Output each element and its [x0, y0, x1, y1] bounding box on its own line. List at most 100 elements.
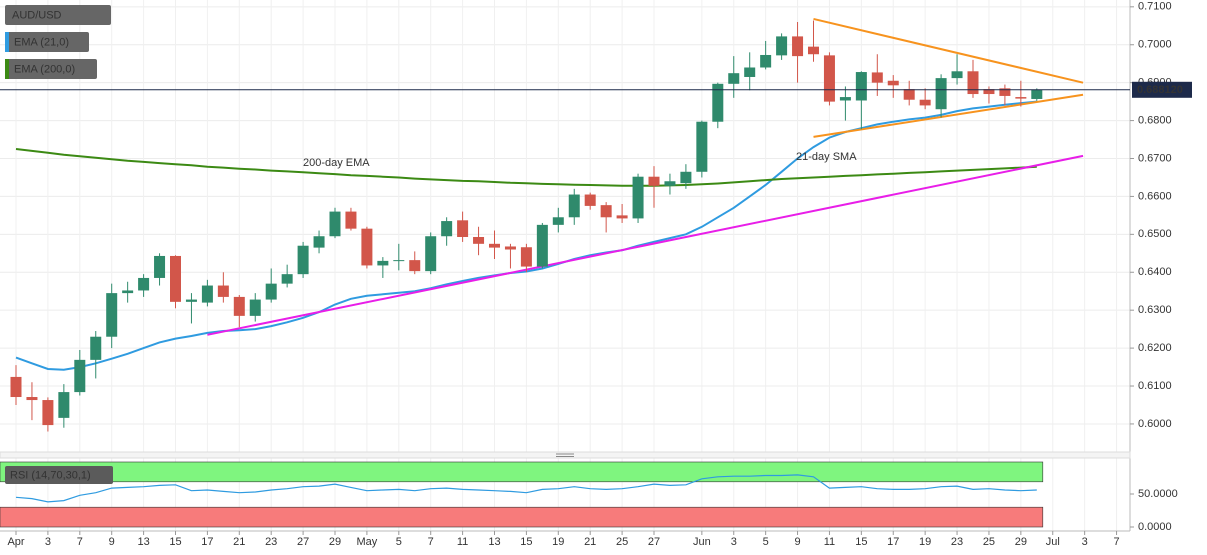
x-tick-label: 15	[169, 536, 181, 548]
candle-body	[584, 194, 596, 206]
candle-body	[983, 89, 995, 95]
panel-divider	[0, 451, 1131, 459]
candle-body	[138, 277, 150, 291]
x-tick-label: 25	[616, 536, 628, 548]
candle-body	[504, 246, 516, 250]
candle-body	[393, 260, 405, 262]
y-tick-label: 0.6300	[1138, 304, 1172, 316]
candle-body	[489, 243, 500, 248]
y-tick-label: 0.6600	[1138, 190, 1172, 202]
candle-body	[919, 99, 931, 106]
rsi-line	[15, 474, 1037, 503]
candle-body	[329, 211, 341, 237]
annotation: 21-day SMA	[796, 151, 857, 163]
indicator-line	[15, 148, 1037, 187]
candle-body	[935, 78, 947, 110]
y-tick-label: 0.6500	[1138, 228, 1172, 240]
candle-body	[664, 181, 676, 186]
candle-body	[536, 224, 548, 267]
x-tick-label: 7	[77, 536, 83, 548]
candle-body	[249, 299, 261, 316]
candle-body	[808, 46, 819, 55]
candle-body	[871, 72, 883, 83]
candle-body	[967, 71, 979, 95]
x-tick-label: 5	[396, 536, 402, 548]
x-tick-label: 29	[329, 536, 341, 548]
candle-body	[154, 255, 166, 278]
legend-box	[5, 32, 89, 52]
candle-body	[297, 245, 309, 275]
x-tick-label: 23	[951, 536, 963, 548]
x-tick-label: 5	[763, 536, 769, 548]
candle-body	[728, 73, 740, 84]
x-tick-label: Jul	[1046, 536, 1060, 548]
legend-swatch	[5, 32, 9, 52]
x-tick-label: Jun	[693, 536, 711, 548]
candle-body	[425, 236, 437, 272]
x-tick-label: 9	[109, 536, 115, 548]
x-tick-label: 13	[488, 536, 500, 548]
candle-body	[855, 72, 867, 101]
candle-body	[265, 283, 277, 300]
candle-body	[999, 88, 1011, 96]
candle-body	[457, 220, 469, 237]
trendline	[813, 93, 1084, 138]
legend-box	[5, 5, 111, 25]
legend-swatch	[5, 59, 9, 79]
x-tick-label: 25	[983, 536, 995, 548]
last-price-tag	[1132, 81, 1192, 98]
candle-body	[90, 336, 102, 360]
candle-body	[361, 228, 373, 266]
candle-body	[712, 83, 724, 122]
candle-body	[217, 285, 229, 297]
x-tick-label: 13	[137, 536, 149, 548]
candle-body	[776, 36, 788, 56]
candle-body	[42, 400, 54, 426]
candle-body	[632, 176, 644, 219]
rsi-y-tick-label: 50.0000	[1138, 488, 1178, 500]
candle-body	[552, 217, 564, 225]
candle-body	[792, 36, 804, 57]
candle-body	[568, 194, 580, 218]
candle-body	[1015, 97, 1027, 99]
y-tick-label: 0.7000	[1138, 39, 1172, 51]
candle-body	[951, 71, 963, 79]
candle-body	[345, 211, 357, 229]
x-tick-label: 11	[457, 536, 468, 548]
oversold-zone	[0, 506, 1044, 528]
legend-box	[5, 59, 97, 79]
candle-body	[903, 89, 915, 100]
candle-body	[744, 67, 756, 77]
candle-body	[1031, 89, 1043, 99]
y-tick-label: 0.6700	[1138, 152, 1172, 164]
candle-body	[10, 376, 22, 398]
x-tick-label: 9	[794, 536, 800, 548]
trendline	[813, 17, 1084, 84]
candle-body	[409, 260, 421, 272]
y-tick-label: 0.7100	[1138, 1, 1172, 13]
x-tick-label: 29	[1015, 536, 1027, 548]
candle-body	[313, 236, 325, 248]
candle-body	[473, 236, 485, 244]
y-tick-label: 0.6200	[1138, 342, 1172, 354]
x-tick-label: 17	[201, 536, 213, 548]
candle-body	[122, 290, 134, 294]
candle-body	[233, 296, 245, 316]
candle-body	[58, 392, 70, 418]
trendline	[207, 154, 1084, 336]
y-tick-label: 0.6100	[1138, 380, 1172, 392]
y-tick-label: 0.6800	[1138, 114, 1172, 126]
x-tick-label: 3	[45, 536, 51, 548]
x-tick-label: Apr	[7, 536, 24, 548]
candle-body	[823, 55, 835, 102]
rsi-legend-label: RSI (14,70,30,1)	[10, 469, 91, 481]
candle-body	[281, 274, 293, 284]
x-tick-label: 27	[297, 536, 309, 548]
candle-body	[201, 285, 213, 303]
legend-label: EMA (21,0)	[14, 36, 69, 48]
x-tick-label: 23	[265, 536, 277, 548]
x-tick-label: 7	[1113, 536, 1119, 548]
candle-body	[696, 121, 708, 172]
candle-body	[74, 359, 86, 393]
